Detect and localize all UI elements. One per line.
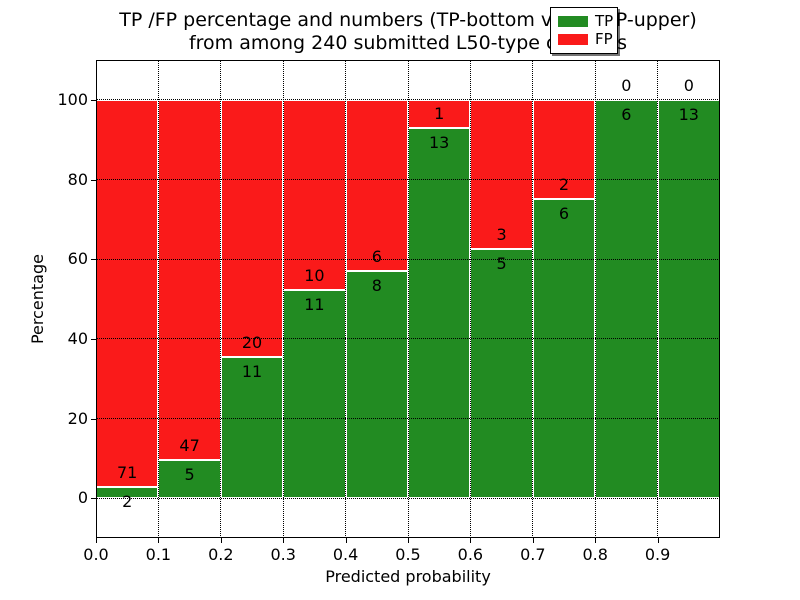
legend-entry-fp: FP [558, 30, 613, 48]
x-axis-label: Predicted probability [325, 567, 491, 586]
x-tick-label: 0.9 [644, 545, 671, 564]
bar-fp-count-label: 0 [621, 75, 632, 95]
y-axis-tick [91, 339, 96, 340]
x-axis-tick [595, 538, 596, 543]
bar-tp-segment [595, 99, 658, 499]
bar-tp-segment [532, 199, 596, 499]
gridline-vertical [657, 60, 659, 538]
bar-tp-count-label: 11 [241, 361, 263, 381]
bar-tp-count-label: 5 [184, 464, 195, 484]
x-axis-tick [158, 538, 159, 543]
x-axis-tick [408, 538, 409, 543]
legend-entry-tp: TP [558, 12, 614, 30]
gridline-vertical [157, 60, 159, 538]
y-axis-tick [91, 180, 96, 181]
tp-swatch-icon [558, 16, 588, 27]
x-axis-tick [346, 538, 347, 543]
x-tick-label: 0.1 [145, 545, 172, 564]
bar-fp-count-label: 6 [371, 246, 382, 266]
bar-tp-count-label: 13 [429, 133, 450, 153]
x-tick-label: 0.2 [208, 545, 234, 564]
x-axis-tick [533, 538, 534, 543]
chart-title-line2: from among 240 submitted L50-type contac… [188, 32, 628, 54]
x-axis-tick [283, 538, 284, 543]
y-axis-tick [91, 419, 96, 420]
y-axis-tick [91, 498, 96, 499]
x-tick-label: 0.8 [582, 545, 608, 564]
x-tick-label: 0.5 [395, 545, 421, 564]
x-tick-label: 0.4 [332, 545, 359, 564]
y-tick-label: 60 [67, 249, 88, 269]
x-axis-tick [470, 538, 471, 543]
gridline-vertical [407, 60, 409, 538]
y-tick-label: 0 [77, 488, 88, 508]
bar-tp-segment [408, 128, 471, 499]
plot-area: 71 2 47 5 20 11 10 11 6 8 1 13 3 5 2 6 0 6 0 13 [96, 60, 720, 538]
legend-label-fp: FP [595, 30, 613, 48]
x-axis-tick [96, 538, 97, 543]
bar-tp-count-label: 5 [496, 254, 507, 274]
bar-tp-count-label: 6 [621, 104, 632, 124]
bar-fp-count-label: 3 [496, 225, 507, 245]
bar-tp-segment [283, 289, 346, 499]
y-tick-label: 80 [67, 169, 88, 189]
y-tick-label: 20 [67, 408, 88, 428]
bar-tp-segment [345, 270, 408, 499]
bar-fp-count-label: 0 [683, 75, 694, 95]
bar-tp-count-label: 13 [678, 104, 699, 124]
x-tick-label: 0.7 [520, 545, 546, 564]
x-tick-label: 0.0 [83, 545, 109, 564]
bar-fp-segment [345, 99, 408, 271]
bar-tp-count-label: 6 [558, 204, 570, 224]
bar-fp-count-label: 1 [434, 104, 445, 124]
gridline-vertical [282, 60, 284, 538]
bar-tp-count-label: 11 [304, 294, 325, 314]
y-tick-label: 100 [57, 89, 88, 109]
bar-fp-segment [470, 99, 533, 250]
bar-tp-segment [470, 249, 533, 499]
gridline-vertical [594, 60, 596, 538]
fp-swatch-icon [558, 34, 588, 45]
bar-fp-segment [408, 99, 471, 129]
bar-tp-count-label: 2 [122, 492, 133, 512]
x-tick-label: 0.3 [270, 545, 296, 564]
y-axis-tick [91, 259, 96, 260]
legend: TP FP [550, 7, 618, 54]
y-tick-label: 40 [67, 328, 88, 348]
x-tick-label: 0.6 [457, 545, 484, 564]
y-axis-label: Percentage [28, 254, 47, 345]
bar-fp-segment [283, 99, 346, 290]
legend-label-tp: TP [595, 12, 614, 30]
bar-tp-segment [220, 356, 284, 499]
gridline-vertical [220, 60, 222, 538]
bar-tp-count-label: 8 [371, 275, 382, 295]
bar-fp-count-label: 20 [241, 332, 263, 352]
bar-tp-segment [657, 99, 720, 499]
bar-fp-segment [158, 99, 221, 460]
gridline-vertical [469, 60, 471, 538]
bar-fp-count-label: 47 [179, 435, 200, 455]
bar-fp-count-label: 71 [117, 463, 138, 483]
chart-title-line1: TP /FP percentage and numbers (TP-bottom… [119, 9, 697, 31]
x-axis-tick [221, 538, 222, 543]
bar-tp-segment [158, 459, 221, 499]
bar-fp-segment [96, 99, 159, 488]
bar-fp-count-label: 2 [558, 175, 570, 195]
x-axis-tick [658, 538, 659, 543]
gridline-vertical [532, 60, 534, 538]
bar-fp-segment [220, 99, 284, 357]
bar-fp-segment [532, 99, 596, 200]
y-axis-tick [91, 100, 96, 101]
bar-fp-count-label: 10 [304, 265, 325, 285]
gridline-vertical [345, 60, 347, 538]
